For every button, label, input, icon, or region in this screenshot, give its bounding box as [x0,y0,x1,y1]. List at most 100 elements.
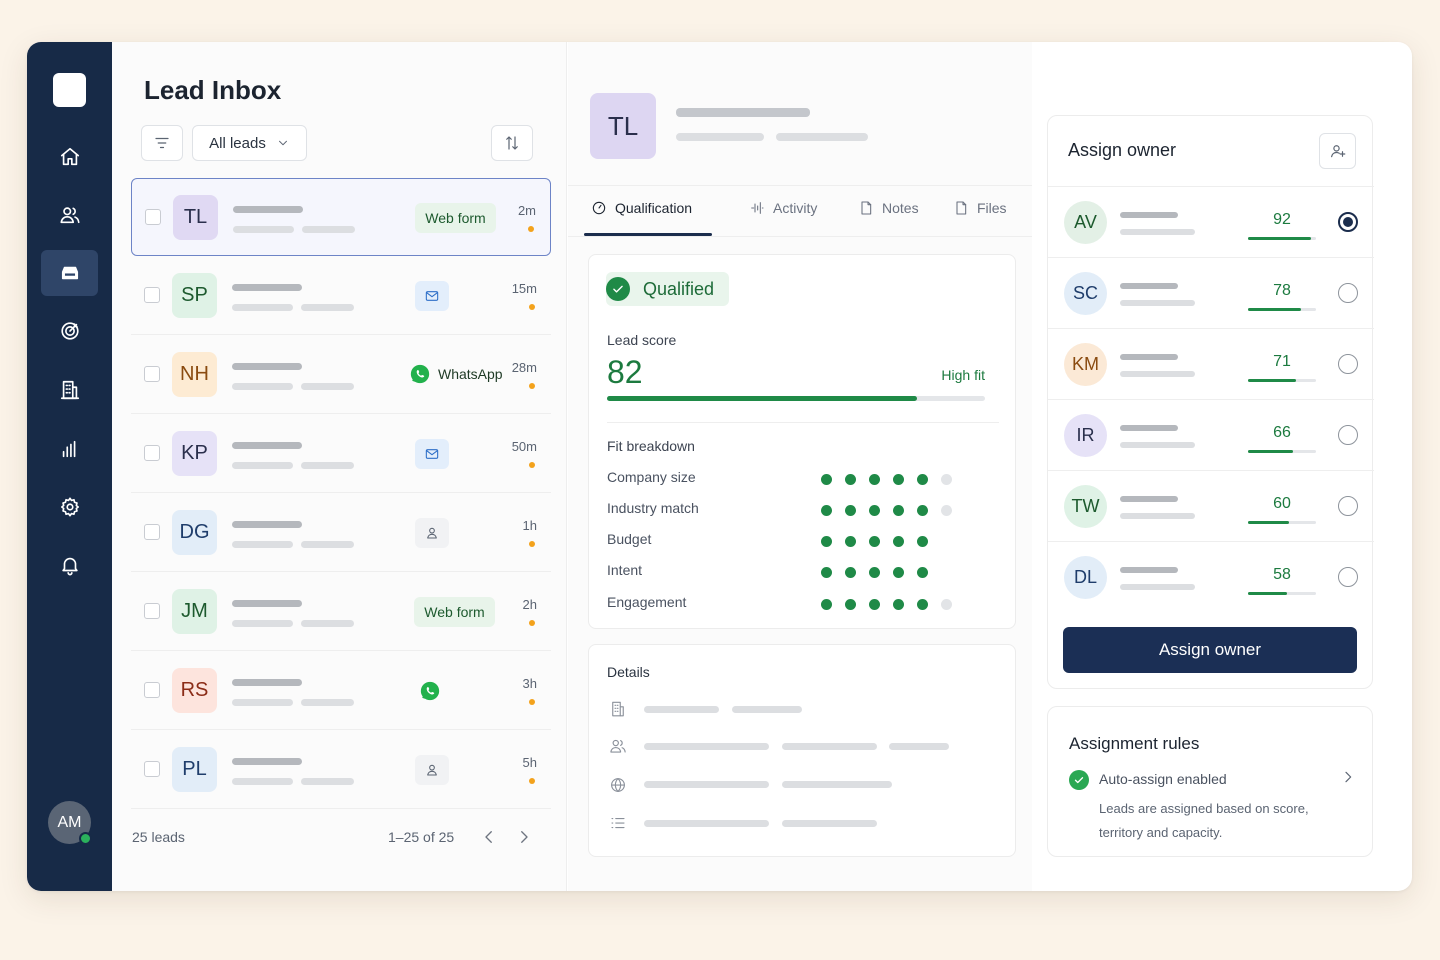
fit-row: Intent [607,562,987,582]
lead-checkbox[interactable] [144,287,160,303]
fit-breakdown-title: Fit breakdown [607,438,695,454]
owner-meta-placeholder [1120,513,1195,519]
tab-notes[interactable]: Notes [858,200,919,216]
owner-row[interactable]: TW 60 [1048,470,1374,541]
tab-label: Files [977,200,1007,216]
prev-page-button[interactable] [480,828,498,846]
tab-qualification[interactable]: Qualification [591,200,692,216]
lead-meta-placeholder [232,304,293,311]
owner-radio[interactable] [1338,425,1358,445]
lead-row-selected[interactable]: TL Web form 2m [131,178,551,256]
fit-row-label: Industry match [607,500,699,516]
sidebar-item-goals[interactable] [41,308,98,354]
globe-icon [609,776,627,794]
unread-dot [529,462,535,468]
unread-dot [529,383,535,389]
tab-activity[interactable]: Activity [749,200,817,216]
lead-checkbox[interactable] [144,603,160,619]
sidebar-item-home[interactable] [41,134,98,180]
fit-dot-filled [845,505,856,516]
add-owner-button[interactable] [1319,133,1356,169]
lead-checkbox[interactable] [144,682,160,698]
lead-checkbox[interactable] [145,209,161,225]
sidebar-item-reports[interactable] [41,426,98,472]
lead-row[interactable]: KP 50m [131,415,551,493]
owner-row[interactable]: KM 71 [1048,328,1374,399]
sort-button[interactable] [491,125,533,161]
unread-dot [529,778,535,784]
person-icon [427,527,437,539]
lead-row[interactable]: JM Web form 2h [131,573,551,651]
lead-name-placeholder [232,284,302,291]
lead-meta-placeholder [301,462,354,469]
sidebar-item-inbox[interactable] [41,250,98,296]
lead-meta-placeholder [301,383,354,390]
detail-value-placeholder [644,781,769,788]
next-page-button[interactable] [515,828,533,846]
owner-avatar: TW [1064,485,1107,528]
lead-row[interactable]: NH WhatsApp 28m [131,336,551,414]
lead-meta-placeholder [232,383,293,390]
owner-radio[interactable] [1338,212,1358,232]
unread-dot [528,226,534,232]
sidebar-item-contacts[interactable] [41,192,98,238]
owner-radio[interactable] [1338,354,1358,374]
lead-row[interactable]: SP 15m [131,257,551,335]
fit-row-label: Budget [607,531,652,547]
chevron-right-icon[interactable] [1340,768,1356,786]
fit-row-label: Intent [607,562,643,578]
contact-source-badge [415,518,449,548]
owner-row[interactable]: AV 92 [1048,186,1374,257]
owner-radio[interactable] [1338,283,1358,303]
owner-radio[interactable] [1338,567,1358,587]
owner-row[interactable]: SC 78 [1048,257,1374,328]
fit-row: Company size [607,469,987,489]
fit-dot-filled [821,599,832,610]
lead-meta-placeholder [233,226,294,233]
owner-score: 60 [1273,495,1291,512]
bell-icon [61,557,78,576]
chevron-down-icon [278,140,287,146]
tab-files[interactable]: Files [953,200,1007,216]
sidebar-item-settings[interactable] [41,484,98,530]
owner-score-bar [1248,450,1316,453]
lead-time: 28m [511,360,537,375]
lead-meta-placeholder [776,133,868,141]
owner-score: 92 [1273,211,1291,228]
lead-meta-placeholder [676,133,764,141]
sidebar-item-notifications[interactable] [41,542,98,588]
lead-checkbox[interactable] [144,761,160,777]
fit-row-label: Company size [607,469,696,485]
owner-score: 66 [1273,424,1291,441]
owner-avatar: KM [1064,343,1107,386]
lead-row[interactable]: DG 1h [131,494,551,572]
lead-checkbox[interactable] [144,445,160,461]
owner-meta-placeholder [1120,584,1195,590]
lead-filter-dropdown[interactable]: All leads [192,125,307,161]
sidebar-item-companies[interactable] [41,367,98,413]
owner-score-bar [1248,237,1316,240]
lead-name-placeholder [676,108,810,117]
owner-name-placeholder [1120,496,1178,502]
assign-owner-button[interactable]: Assign owner [1063,627,1357,673]
fit-dot-empty [941,474,952,485]
whatsapp-icon [410,364,430,384]
lead-checkbox[interactable] [144,524,160,540]
lead-checkbox[interactable] [144,366,160,382]
details-title: Details [607,664,650,680]
lead-row[interactable]: RS 3h [131,652,551,730]
assignment-rules-card[interactable]: Assignment rules Auto-assign enabled Lea… [1047,706,1373,857]
owner-row[interactable]: IR 66 [1048,399,1374,470]
email-icon [425,291,439,301]
owner-row[interactable]: DL 58 [1048,541,1374,612]
assignment-rules-description: Leads are assigned based on score, terri… [1099,801,1309,840]
owner-radio[interactable] [1338,496,1358,516]
filter-button[interactable] [141,125,183,161]
lead-row[interactable]: PL 5h [131,731,551,809]
lead-time: 15m [511,281,537,296]
fit-rating-dots [821,474,965,485]
sort-icon [506,136,518,150]
inbox-icon [61,266,78,280]
owner-score-bar-fill [1248,237,1311,240]
detail-value-placeholder [644,743,769,750]
